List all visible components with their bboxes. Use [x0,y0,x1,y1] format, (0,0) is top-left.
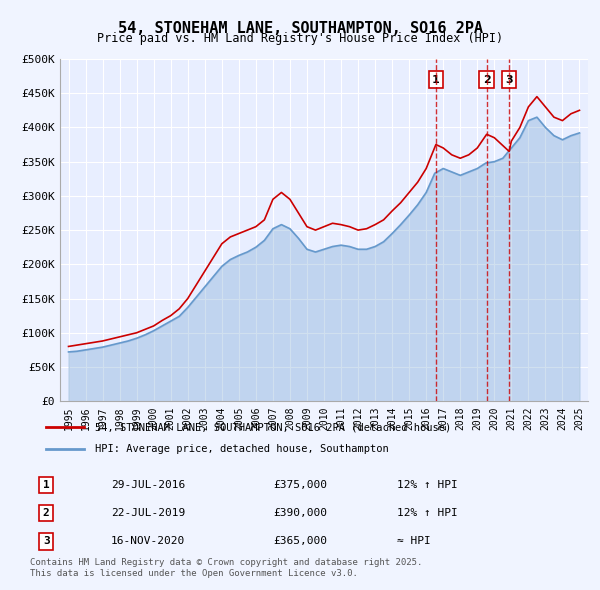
Text: £390,000: £390,000 [273,508,327,518]
Text: 12% ↑ HPI: 12% ↑ HPI [397,480,458,490]
Text: £375,000: £375,000 [273,480,327,490]
Text: Price paid vs. HM Land Registry's House Price Index (HPI): Price paid vs. HM Land Registry's House … [97,32,503,45]
Text: 54, STONEHAM LANE, SOUTHAMPTON, SO16 2PA: 54, STONEHAM LANE, SOUTHAMPTON, SO16 2PA [118,21,482,35]
Text: £365,000: £365,000 [273,536,327,546]
Text: 1: 1 [432,74,440,84]
Text: 16-NOV-2020: 16-NOV-2020 [111,536,185,546]
Text: HPI: Average price, detached house, Southampton: HPI: Average price, detached house, Sout… [95,444,389,454]
Text: 3: 3 [43,536,50,546]
Text: 1: 1 [43,480,50,490]
Text: This data is licensed under the Open Government Licence v3.0.: This data is licensed under the Open Gov… [30,569,358,578]
Text: 3: 3 [505,74,513,84]
Text: 29-JUL-2016: 29-JUL-2016 [111,480,185,490]
Text: 22-JUL-2019: 22-JUL-2019 [111,508,185,518]
Text: 2: 2 [483,74,491,84]
Text: 2: 2 [43,508,50,518]
Text: 54, STONEHAM LANE, SOUTHAMPTON, SO16 2PA (detached house): 54, STONEHAM LANE, SOUTHAMPTON, SO16 2PA… [95,422,451,432]
Text: 12% ↑ HPI: 12% ↑ HPI [397,508,458,518]
Text: ≈ HPI: ≈ HPI [397,536,431,546]
Text: Contains HM Land Registry data © Crown copyright and database right 2025.: Contains HM Land Registry data © Crown c… [30,558,422,566]
